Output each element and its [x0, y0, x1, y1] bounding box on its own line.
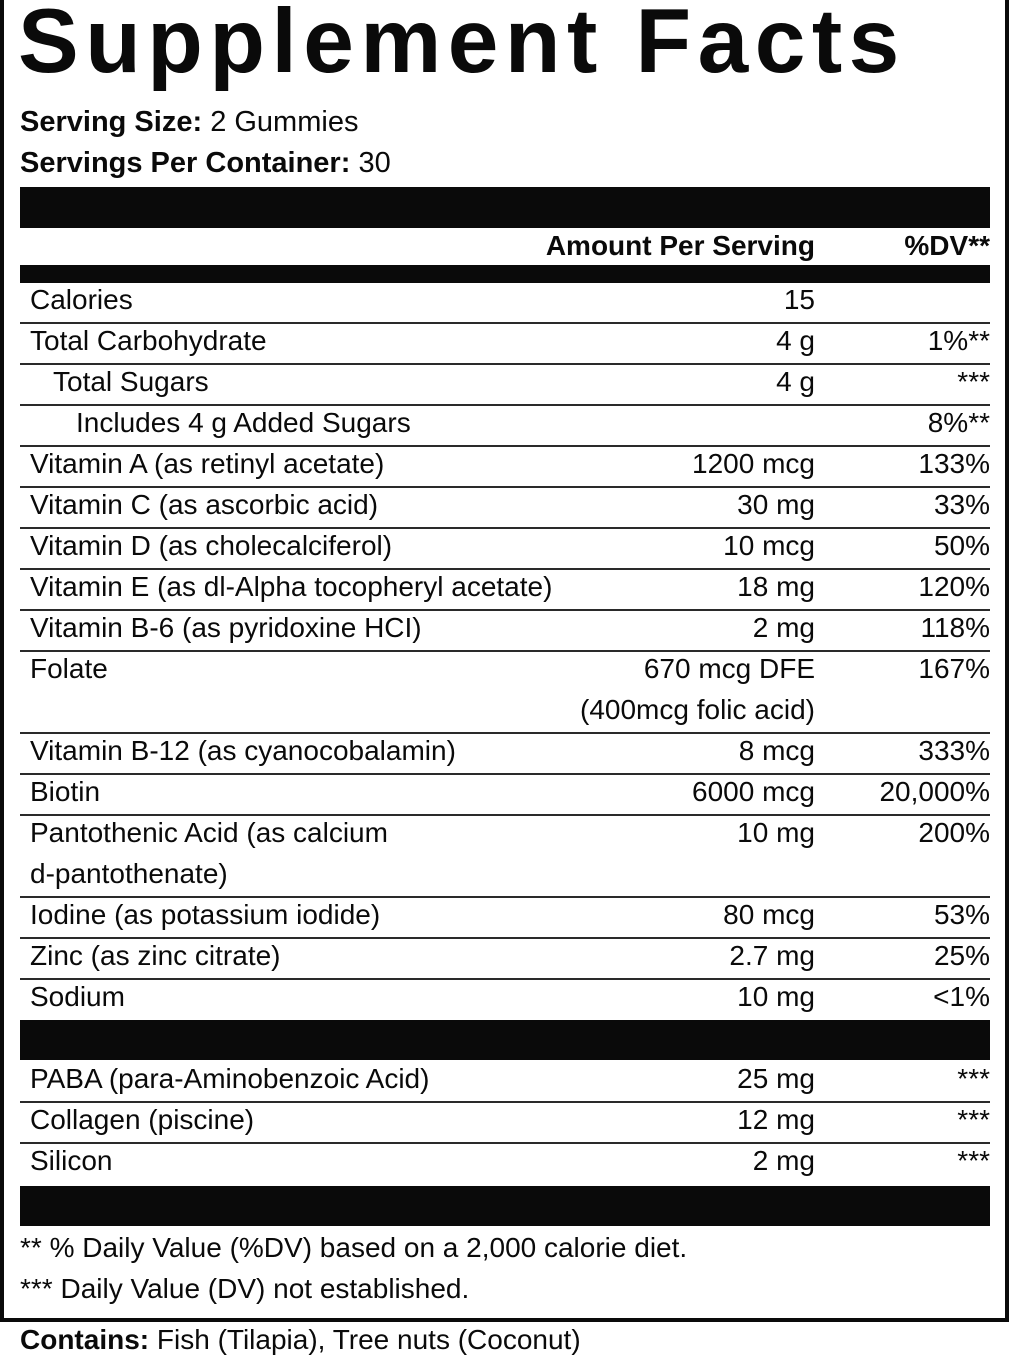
nutrient-name: Zinc (as zinc citrate): [30, 940, 281, 971]
divider-bar: [20, 1186, 990, 1226]
nutrient-name: Vitamin B-6 (as pyridoxine HCI): [30, 612, 422, 643]
nutrient-row: Total Carbohydrate 4 g 1%**: [20, 324, 990, 365]
nutrient-dv: 8%**: [927, 407, 990, 438]
servings-per-container-value: 30: [358, 147, 391, 179]
nutrient-dv: 133%: [918, 448, 990, 479]
nutrient-row: PABA (para-Aminobenzoic Acid) 25 mg ***: [20, 1062, 990, 1103]
divider-bar: [20, 1020, 990, 1060]
nutrient-row: Vitamin E (as dl-Alpha tocopheryl acetat…: [20, 570, 990, 611]
nutrient-row: Vitamin A (as retinyl acetate) 1200 mcg 13…: [20, 447, 990, 488]
divider-bar: [20, 187, 990, 228]
nutrient-name: Vitamin A (as retinyl acetate): [30, 448, 385, 479]
nutrient-dv: ***: [957, 1145, 990, 1176]
nutrient-name: Iodine (as potassium iodide): [30, 899, 381, 930]
panel-title: Supplement Facts: [18, 0, 906, 92]
supplement-facts-panel: [0, 0, 1009, 1322]
nutrient-name: Collagen (piscine): [30, 1104, 255, 1135]
nutrient-row: Sodium 10 mg <1%: [20, 980, 990, 1021]
nutrient-amount: 15: [783, 284, 815, 315]
nutrient-amount: 8 mcg: [738, 735, 815, 766]
nutrient-list: Calories 15 Total Carbohydrate 4 g 1%** Total…: [20, 283, 990, 1021]
nutrient-dv: 1%**: [927, 325, 990, 356]
nutrient-dv: 167%: [918, 653, 990, 684]
nutrient-dv: ***: [957, 1063, 990, 1094]
footnote-not-established: *** Daily Value (DV) not established.: [20, 1273, 470, 1304]
nutrient-dv: 118%: [920, 612, 990, 643]
contains-value: Fish (Tilapia), Tree nuts (Coconut): [156, 1324, 581, 1355]
nutrient-amount: 10 mg: [737, 981, 815, 1012]
nutrient-name: Biotin: [30, 776, 101, 807]
nutrient-name: Vitamin B-12 (as cyanocobalamin): [30, 735, 456, 766]
divider-bar-thick: [20, 265, 990, 283]
nutrient-row: Calories 15: [20, 283, 990, 324]
nutrient-dv: 200%: [918, 817, 990, 848]
nutrient-row: Total Sugars 4 g ***: [20, 365, 990, 406]
nutrient-amount: 80 mcg: [723, 899, 815, 930]
nutrient-amount: 2 mg: [752, 612, 815, 643]
nutrient-dv: ***: [957, 366, 990, 397]
nutrient-name: Includes 4 g Added Sugars: [76, 407, 411, 438]
nutrient-amount: 1200 mcg: [692, 448, 815, 479]
nutrient-dv: 120%: [918, 571, 990, 602]
nutrient-name: Vitamin C (as ascorbic acid): [30, 489, 379, 520]
nutrient-name: Vitamin D (as cholecalciferol): [30, 530, 393, 561]
nutrient-row: Pantothenic Acid (as calcium d-pantothen…: [20, 816, 990, 898]
nutrient-row: Vitamin D (as cholecalciferol) 10 mcg 50%: [20, 529, 990, 570]
nutrient-amount: 12 mg: [737, 1104, 815, 1135]
nutrient-dv: 50%: [933, 530, 990, 561]
nutrient-dv: 33%: [933, 489, 990, 520]
nutrient-row: Vitamin B-12 (as cyanocobalamin) 8 mcg 333…: [20, 734, 990, 775]
nutrient-name: Vitamin E (as dl-Alpha tocopheryl acetat…: [30, 571, 553, 602]
nutrient-dv: 20,000%: [879, 776, 990, 807]
other-ingredient-list: PABA (para-Aminobenzoic Acid) 25 mg *** Col…: [20, 1062, 990, 1185]
dv-header: %DV**: [904, 230, 990, 261]
nutrient-row: Collagen (piscine) 12 mg ***: [20, 1103, 990, 1144]
nutrient-name: Sodium: [30, 981, 125, 1012]
nutrient-dv: 333%: [918, 735, 990, 766]
column-header: Amount Per Serving %DV**: [20, 228, 990, 265]
nutrient-amount: 670 mcg DFE (400mcg folic acid): [580, 653, 815, 725]
nutrient-name: Folate: [30, 653, 108, 684]
servings-per-container-label: Servings Per Container:: [20, 147, 351, 179]
serving-size-value: 2 Gummies: [210, 106, 359, 138]
footnote-dv: ** % Daily Value (%DV) based on a 2,000 …: [20, 1232, 688, 1263]
nutrient-row: Silicon 2 mg ***: [20, 1144, 990, 1185]
allergen-statement: Contains: Fish (Tilapia), Tree nuts (Coc…: [20, 1324, 581, 1356]
nutrient-row: Zinc (as zinc citrate) 2.7 mg 25%: [20, 939, 990, 980]
nutrient-name: Total Carbohydrate: [30, 325, 267, 356]
nutrient-name: PABA (para-Aminobenzoic Acid): [30, 1063, 430, 1094]
nutrient-amount: 25 mg: [737, 1063, 815, 1094]
nutrient-amount: 2 mg: [752, 1145, 815, 1176]
nutrient-row: Biotin 6000 mcg 20,000%: [20, 775, 990, 816]
nutrient-amount: 10 mg: [737, 817, 815, 848]
contains-label: Contains:: [20, 1324, 150, 1355]
nutrient-amount: 18 mg: [737, 571, 815, 602]
nutrient-dv: 53%: [933, 899, 990, 930]
nutrient-dv: ***: [957, 1104, 990, 1135]
nutrient-dv: <1%: [933, 981, 990, 1012]
nutrient-amount: 4 g: [776, 325, 815, 356]
nutrient-amount: 10 mcg: [723, 530, 815, 561]
serving-size: Serving Size: 2 Gummies: [20, 106, 358, 139]
nutrient-row: Vitamin C (as ascorbic acid) 30 mg 33%: [20, 488, 990, 529]
nutrient-row: Vitamin B-6 (as pyridoxine HCI) 2 mg 118%: [20, 611, 990, 652]
nutrient-amount: 6000 mcg: [692, 776, 815, 807]
servings-per-container: Servings Per Container: 30: [20, 147, 391, 180]
nutrient-name: Silicon: [30, 1145, 113, 1176]
nutrient-amount: 4 g: [776, 366, 815, 397]
nutrient-name: Total Sugars: [53, 366, 209, 397]
nutrient-name: Pantothenic Acid (as calcium d-pantothen…: [30, 817, 388, 889]
nutrient-name: Calories: [30, 284, 133, 315]
amount-header: Amount Per Serving: [545, 230, 815, 261]
nutrient-dv: 25%: [933, 940, 990, 971]
nutrient-row: Folate 670 mcg DFE (400mcg folic acid) 167…: [20, 652, 990, 734]
nutrient-amount: 2.7 mg: [729, 940, 815, 971]
serving-size-label: Serving Size:: [20, 106, 203, 138]
nutrient-row: Includes 4 g Added Sugars 8%**: [20, 406, 990, 447]
nutrient-amount: 30 mg: [737, 489, 815, 520]
nutrient-row: Iodine (as potassium iodide) 80 mcg 53%: [20, 898, 990, 939]
